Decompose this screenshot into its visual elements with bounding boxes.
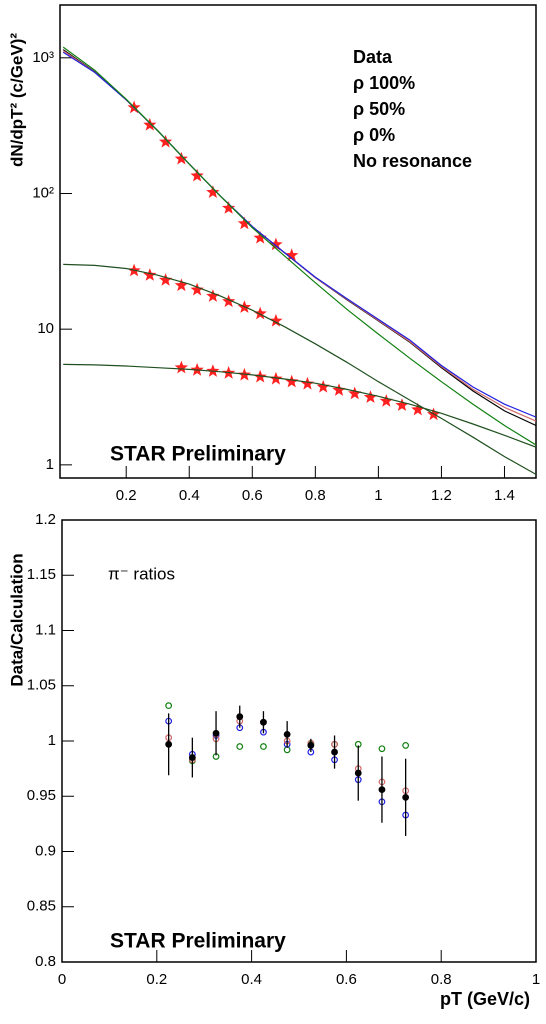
data-point	[283, 746, 291, 754]
data-star	[143, 268, 157, 281]
data-star	[285, 374, 299, 388]
legend-entry: Data	[353, 47, 393, 67]
data-point	[188, 754, 196, 761]
legend-entry: ρ 50%	[353, 99, 405, 119]
data-star	[253, 231, 267, 244]
x-tick-label: 0.4	[241, 971, 262, 988]
data-star	[206, 289, 220, 302]
plot-area	[165, 702, 410, 837]
data-point	[283, 730, 291, 738]
y-tick-label: 0.95	[27, 787, 56, 804]
data-star	[348, 386, 362, 400]
y-tick-label: 1.05	[27, 677, 56, 694]
data-star	[206, 185, 220, 198]
data-star	[174, 278, 188, 292]
curve	[63, 263, 536, 475]
data-star	[237, 216, 252, 230]
data-star	[300, 376, 315, 390]
y-tick-label: 0.9	[35, 842, 56, 859]
data-point	[165, 702, 173, 710]
data-point	[260, 718, 267, 726]
data-star	[190, 168, 204, 182]
data-star	[158, 134, 173, 148]
x-tick-label: 0.2	[146, 971, 167, 988]
y-tick-label: 10	[37, 320, 54, 337]
curve	[62, 46, 536, 446]
data-star	[222, 294, 236, 308]
y-tick-label: 1.1	[35, 621, 56, 638]
data-star	[363, 390, 378, 403]
x-tick-label: 1.2	[431, 487, 452, 504]
y-tick-label: 1	[48, 732, 56, 749]
data-point	[354, 769, 362, 777]
x-tick-label: 0	[58, 971, 66, 988]
x-tick-label: 0.8	[305, 487, 326, 504]
y-tick-label: 0.85	[27, 898, 56, 915]
y-tick-label: 1.2	[35, 511, 56, 528]
data-star	[222, 201, 236, 214]
data-point	[260, 743, 267, 750]
data-star	[395, 398, 409, 411]
y-axis-label: dN/dpT² (c/GeV)²	[7, 33, 26, 167]
x-tick-label: 1	[532, 971, 540, 988]
x-tick-label: 0.4	[179, 487, 200, 504]
data-star	[190, 363, 204, 376]
data-point	[402, 793, 410, 801]
y-tick-label: 0.8	[35, 953, 56, 970]
legend-entry: ρ 0%	[353, 125, 395, 145]
top-frame	[59, 4, 537, 479]
x-tick-label: 0.6	[336, 971, 357, 988]
data-point	[236, 713, 244, 721]
data-point	[165, 740, 173, 748]
data-point	[212, 729, 220, 737]
data-star	[269, 313, 283, 327]
bottom-frame	[61, 519, 537, 963]
data-point	[331, 748, 338, 756]
data-star	[379, 394, 393, 407]
data-star	[206, 364, 220, 377]
data-star	[316, 380, 330, 393]
data-point	[378, 786, 386, 794]
y-tick-label: 10³	[32, 49, 54, 66]
data-star	[253, 306, 267, 320]
y-tick-label: 1.15	[27, 566, 56, 583]
legend-entry: ρ 100%	[353, 73, 415, 93]
x-tick-label: 0.8	[431, 971, 452, 988]
data-star	[143, 117, 157, 131]
y-tick-label: 10²	[32, 184, 54, 201]
x-tick-label: 1	[374, 487, 382, 504]
data-point	[402, 742, 410, 749]
data-star	[190, 282, 204, 296]
y-tick-label: 1	[46, 456, 54, 473]
data-point	[236, 743, 244, 750]
data-star	[174, 151, 188, 165]
x-tick-label: 0.2	[116, 487, 137, 504]
data-star	[411, 402, 425, 416]
curve	[63, 363, 536, 448]
data-star	[285, 248, 299, 261]
plot-area	[62, 46, 536, 475]
data-star	[174, 360, 188, 374]
x-tick-label: 1.4	[494, 487, 515, 504]
data-point	[378, 745, 386, 753]
x-axis-label: pT (GeV/c)	[440, 989, 530, 1009]
data-star	[332, 383, 346, 396]
data-star	[158, 273, 173, 286]
annotation: STAR Preliminary	[110, 930, 286, 953]
data-point	[307, 742, 315, 749]
x-tick-label: 0.6	[242, 487, 263, 504]
annotation: STAR Preliminary	[110, 443, 286, 466]
data-star	[269, 237, 283, 251]
annotation: π⁻ ratios	[108, 564, 175, 583]
legend-entry: No resonance	[353, 151, 472, 171]
y-axis-label: Data/Calculation	[7, 553, 26, 686]
